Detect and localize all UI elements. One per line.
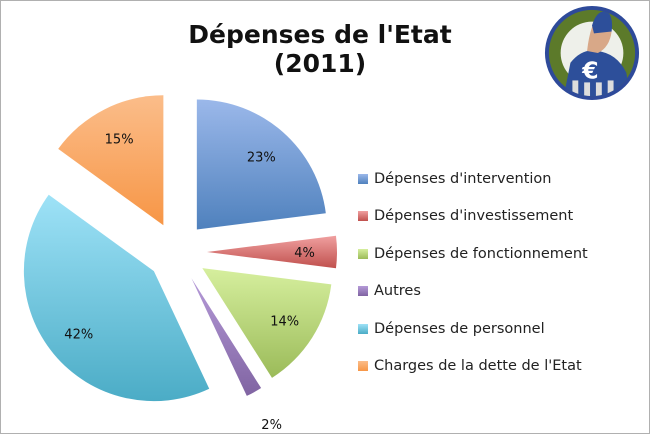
pie-slice-2 [202, 268, 332, 378]
legend-label: Charges de la dette de l'Etat [374, 358, 582, 375]
slice-label: 42% [64, 327, 93, 342]
legend-label: Dépenses d'intervention [374, 170, 552, 187]
slice-label: 2% [261, 418, 282, 433]
euro-superhero-logo-icon: € [544, 5, 640, 101]
pie-slice-3 [191, 278, 262, 396]
legend-swatch [358, 361, 368, 372]
slice-label: 14% [270, 314, 299, 329]
legend-swatch [358, 286, 368, 297]
legend-item: Dépenses de personnel [358, 310, 588, 348]
legend-swatch [358, 323, 368, 334]
legend-item: Charges de la dette de l'Etat [358, 348, 588, 386]
legend-label: Autres [374, 283, 421, 300]
legend-swatch [358, 211, 368, 222]
slice-label: 15% [105, 132, 134, 147]
legend: Dépenses d'intervention Dépenses d'invest… [358, 160, 588, 385]
legend-item: Dépenses d'investissement [358, 198, 588, 236]
legend-item: Dépenses d'intervention [358, 160, 588, 198]
pie-slice-4 [23, 194, 210, 402]
pie-slice-1 [207, 235, 337, 269]
slice-label: 4% [294, 246, 315, 261]
svg-text:€: € [581, 56, 598, 84]
legend-label: Dépenses de personnel [374, 320, 545, 337]
legend-label: Dépenses de fonctionnement [374, 245, 588, 262]
slice-label: 23% [247, 150, 276, 165]
legend-swatch [358, 173, 368, 184]
legend-swatch [358, 248, 368, 259]
legend-item: Autres [358, 273, 588, 311]
legend-label: Dépenses d'investissement [374, 208, 574, 225]
pie-slice-0 [196, 99, 326, 230]
chart-title: Dépenses de l'Etat (2011) [188, 20, 452, 78]
pie-slice-5 [58, 95, 164, 226]
legend-item: Dépenses de fonctionnement [358, 235, 588, 273]
